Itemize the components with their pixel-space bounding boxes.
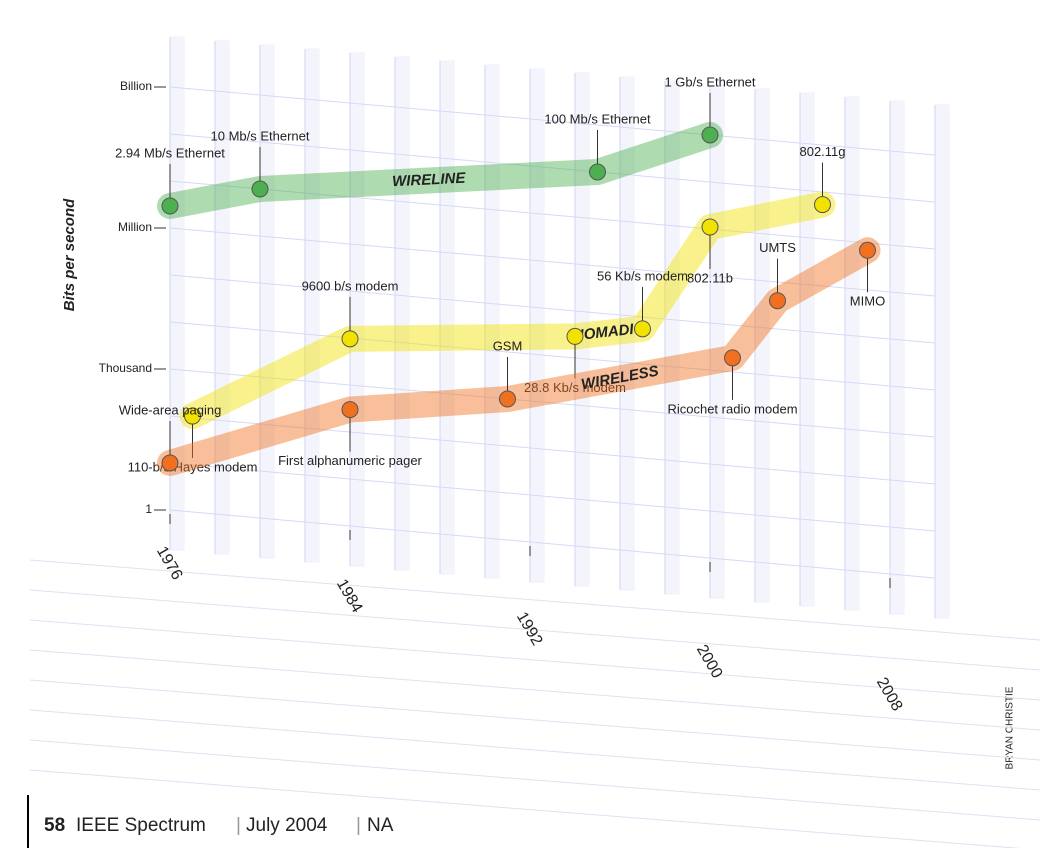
band-label: WIRELINE (392, 170, 467, 191)
point-label: 1 Gb/s Ethernet (664, 74, 755, 89)
plane (709, 84, 725, 599)
point (814, 196, 831, 214)
point (499, 390, 516, 408)
plane-row (169, 321, 936, 391)
band (157, 122, 723, 219)
point-label: 110-b/s Hayes modem (128, 459, 258, 474)
point (769, 292, 786, 310)
point-label: GSM (493, 338, 523, 353)
plane-row (169, 180, 936, 250)
point-label: 9600 b/s modem (302, 278, 399, 293)
floor-line (29, 589, 1041, 671)
plane (889, 100, 905, 615)
point (566, 327, 584, 345)
point (161, 454, 179, 472)
point-label: 2.94 Mb/s Ethernet (115, 145, 225, 160)
plane (844, 96, 860, 611)
point (341, 401, 359, 419)
plane-row (169, 274, 936, 344)
point-label: 56 Kb/s modem (597, 268, 688, 283)
separator: | (356, 815, 361, 836)
plane-row (169, 368, 936, 438)
plane (484, 64, 500, 579)
y-tick-label: Million (118, 220, 152, 234)
point (701, 126, 719, 144)
plane (394, 56, 410, 571)
plane-row (169, 227, 936, 297)
band (179, 191, 836, 430)
point-label: Wide-area paging (119, 402, 222, 417)
point-label: First alphanumeric pager (278, 453, 422, 468)
plane (439, 60, 455, 575)
y-tick-label: Billion (120, 79, 152, 93)
point-label: UMTS (759, 240, 796, 255)
point-label: Ricochet radio modem (667, 401, 797, 416)
separator: | (236, 815, 241, 836)
point-label: MIMO (850, 294, 885, 309)
date: July 2004 (246, 815, 328, 836)
floor-line (29, 709, 1041, 791)
plane (799, 92, 815, 607)
point (724, 349, 741, 367)
y-tick-label: 1 (145, 502, 152, 516)
point (859, 241, 876, 259)
point-label: 28.8 Kb/s modem (524, 380, 626, 395)
point-label: 100 Mb/s Ethernet (544, 111, 651, 126)
page-number: 58 (44, 815, 65, 836)
point (589, 163, 606, 181)
point-label: 802.11g (799, 144, 845, 159)
point (634, 320, 651, 338)
floor-line (29, 649, 1041, 731)
point (161, 197, 179, 215)
plane (349, 52, 365, 567)
floor-line (29, 559, 1041, 641)
grid-planes (29, 36, 1041, 848)
band (157, 237, 881, 476)
publication: IEEE Spectrum (76, 815, 206, 836)
floor-line (29, 769, 1022, 848)
plane-row (169, 462, 936, 532)
point (341, 330, 359, 348)
point (701, 218, 719, 236)
point (251, 180, 269, 198)
point (184, 407, 201, 425)
point-label: 10 Mb/s Ethernet (211, 128, 310, 143)
plane (259, 44, 275, 559)
floor-line (29, 679, 1041, 761)
plane (304, 48, 320, 563)
y-axis-label: Bits per second (61, 198, 78, 311)
plane-row (169, 133, 936, 203)
plane-row (169, 509, 936, 579)
plane (214, 40, 230, 555)
y-tick-label: Thousand (99, 361, 152, 375)
plane-row (169, 86, 936, 156)
floor-line (29, 619, 1041, 701)
plane (934, 104, 950, 619)
floor-line (29, 739, 1041, 821)
point-label: 802.11b (687, 270, 733, 285)
plane-row (169, 415, 936, 485)
edition: NA (367, 815, 394, 836)
